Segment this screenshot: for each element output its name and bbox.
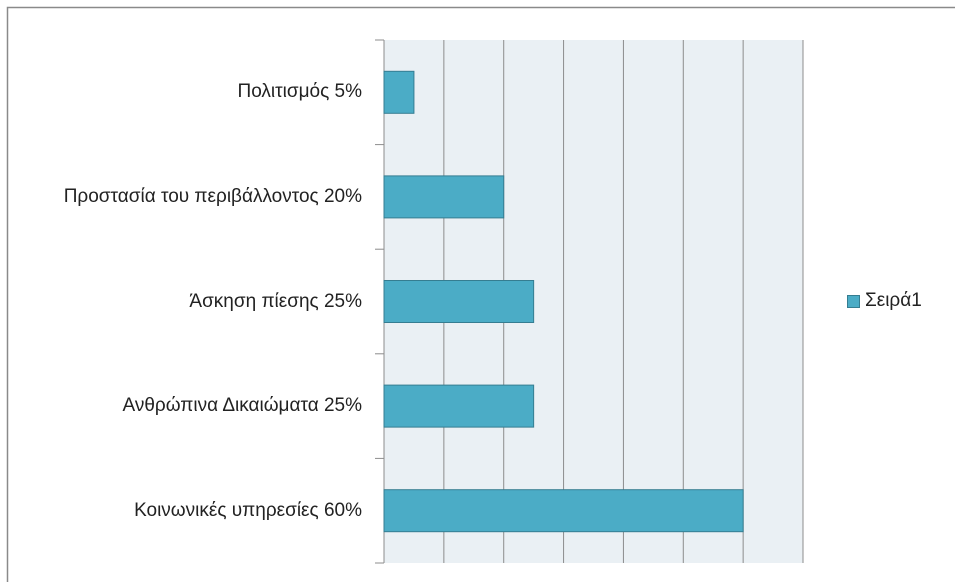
bar (383, 70, 415, 114)
legend: Σειρά1 (847, 290, 922, 312)
chart-frame (6, 6, 955, 582)
y-tick-label: Προστασία του περιβάλλοντος 20% (10, 157, 362, 237)
category-text: Πολιτισμός 5% (237, 81, 362, 103)
bar (383, 280, 535, 323)
y-tick-label: Άσκηση πίεσης 25% (10, 262, 362, 342)
bar (383, 489, 744, 533)
category-text: Άσκηση πίεσης 25% (189, 290, 362, 312)
category-text: Ανθρώπινα Δικαιώματα 25% (122, 395, 363, 417)
bar (383, 175, 505, 219)
y-tick-label: Ανθρώπινα Δικαιώματα 25% (10, 366, 363, 446)
legend-label: Σειρά1 (865, 290, 922, 311)
y-tick-label: Πολιτισμός 5% (10, 52, 362, 132)
bar (383, 384, 535, 428)
legend-swatch (847, 294, 860, 308)
category-text: Κοινωνικές υπηρεσίες 60% (134, 499, 362, 521)
category-text: Προστασία του περιβάλλοντος 20% (63, 186, 362, 208)
y-tick-label: Κοινωνικές υπηρεσίες 60% (10, 471, 362, 551)
